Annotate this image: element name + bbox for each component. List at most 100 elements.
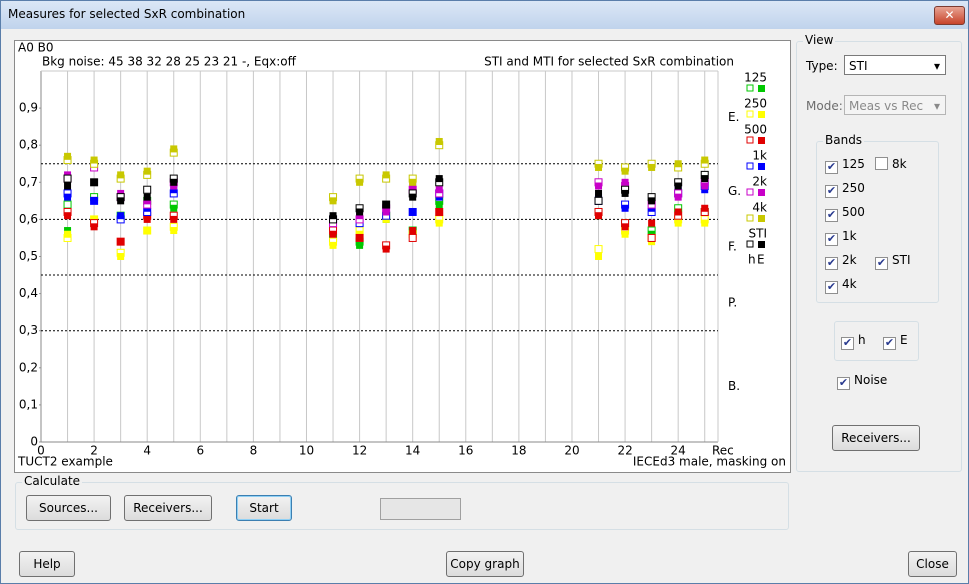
x-tick-label: 12 <box>352 444 367 458</box>
checkbox-label: 125 <box>842 157 865 171</box>
filled-marker <box>409 208 417 216</box>
filled-marker <box>435 186 443 194</box>
y-tick-label: 0,4 <box>19 286 38 300</box>
checkbox[interactable]: ✔ 500 <box>825 205 865 222</box>
check-box: ✔ <box>825 208 838 222</box>
check-box: ✔ <box>825 280 838 294</box>
receivers-button[interactable]: Receivers... <box>832 425 920 451</box>
legend-filled <box>758 189 765 196</box>
checkbox-label: h <box>858 333 866 347</box>
y-tick-label: 0,5 <box>19 249 38 263</box>
legend-label: 4k <box>752 201 767 215</box>
start-button[interactable]: Start <box>236 495 292 521</box>
filled-marker <box>621 189 629 197</box>
filled-marker <box>117 238 125 246</box>
filled-marker <box>117 171 125 179</box>
filled-marker <box>143 197 151 205</box>
filled-marker <box>90 223 98 231</box>
window-title: Measures for selected SxR combination <box>8 7 246 21</box>
filled-marker <box>674 182 682 190</box>
x-tick-label: 22 <box>617 444 632 458</box>
filled-marker <box>674 219 682 227</box>
filled-marker <box>435 175 443 183</box>
legend-label: 125 <box>744 71 767 85</box>
close-x[interactable]: ✕ <box>934 6 965 25</box>
sources-button[interactable]: Sources... <box>26 495 111 521</box>
filled-marker <box>621 230 629 238</box>
filled-marker <box>64 193 72 201</box>
x-tick-label: 2 <box>90 444 98 458</box>
checkbox[interactable]: ✔ 4k <box>825 277 857 294</box>
filled-marker <box>170 227 178 235</box>
checkbox-label: 500 <box>842 205 865 219</box>
legend-open <box>746 214 754 222</box>
legend-label: 2k <box>752 175 767 189</box>
filled-marker <box>382 171 390 179</box>
copy-graph-button[interactable]: Copy graph <box>446 551 524 577</box>
legend-open <box>746 84 754 92</box>
checkbox-label: STI <box>892 253 911 267</box>
checkbox[interactable]: ✔ 250 <box>825 181 865 198</box>
checkbox-label: 1k <box>842 229 857 243</box>
filled-marker <box>674 208 682 216</box>
filled-marker <box>356 212 364 220</box>
chart-footer-left: TUCT2 example <box>17 455 113 469</box>
filled-marker <box>90 156 98 164</box>
filled-marker <box>648 163 656 171</box>
checkbox[interactable]: ✔ STI <box>875 253 911 270</box>
checkbox[interactable]: ✔ 125 <box>825 157 865 174</box>
title-bar: Measures for selected SxR combination <box>1 1 968 29</box>
filled-marker <box>435 137 443 145</box>
check-box: ✔ <box>875 256 888 270</box>
close-button[interactable]: Close <box>908 551 957 577</box>
filled-marker <box>621 178 629 186</box>
filled-marker <box>621 167 629 175</box>
filled-marker <box>117 253 125 260</box>
y-tick-label: 0,1 <box>19 397 38 411</box>
group-title: Calculate <box>22 474 83 488</box>
checkbox[interactable]: ✔ E <box>883 333 908 350</box>
receivers-button[interactable]: Receivers... <box>124 495 212 521</box>
filled-marker <box>701 186 709 194</box>
legend-open <box>746 188 754 196</box>
x-tick-label: 4 <box>143 444 151 458</box>
filled-marker <box>621 204 629 212</box>
y-tick-label: 0,7 <box>19 175 38 189</box>
open-marker <box>594 196 603 205</box>
filled-marker <box>64 230 72 238</box>
open-marker <box>647 233 656 242</box>
check-box <box>875 157 888 170</box>
checkbox[interactable]: 8k <box>875 157 907 173</box>
filled-marker <box>64 212 72 220</box>
checkbox[interactable]: ✔ Noise <box>837 373 887 390</box>
x-tick-label: 8 <box>250 444 258 458</box>
filled-marker <box>143 167 151 175</box>
filled-marker <box>701 182 709 190</box>
bands-group: Bands <box>816 133 939 303</box>
rating-label: F. <box>728 240 737 254</box>
checkbox[interactable]: ✔ 1k <box>825 229 857 246</box>
checkbox-label: 8k <box>892 157 907 171</box>
help-button[interactable]: Help <box>19 551 75 577</box>
open-marker <box>143 185 152 194</box>
check-box: ✔ <box>825 160 838 174</box>
filled-marker <box>117 197 125 205</box>
legend-open <box>746 110 754 118</box>
chart-subtitle: Bkg noise: 45 38 32 28 25 23 21 -, Eqx:o… <box>42 55 297 69</box>
checkbox[interactable]: ✔ h <box>841 333 866 350</box>
filled-marker <box>329 212 337 220</box>
filled-marker <box>595 163 603 171</box>
filled-marker <box>701 175 709 183</box>
checkbox[interactable]: ✔ 2k <box>825 253 857 270</box>
type-select[interactable]: STI ▾ <box>844 55 946 75</box>
y-tick-label: 0,6 <box>19 212 38 226</box>
filled-marker <box>648 219 656 227</box>
checkbox-label: 250 <box>842 181 865 195</box>
rating-label: E. <box>728 110 739 124</box>
legend-filled <box>758 215 765 222</box>
filled-marker <box>143 215 151 223</box>
legend-open <box>746 162 754 170</box>
filled-marker <box>170 145 178 153</box>
filled-marker <box>170 178 178 186</box>
